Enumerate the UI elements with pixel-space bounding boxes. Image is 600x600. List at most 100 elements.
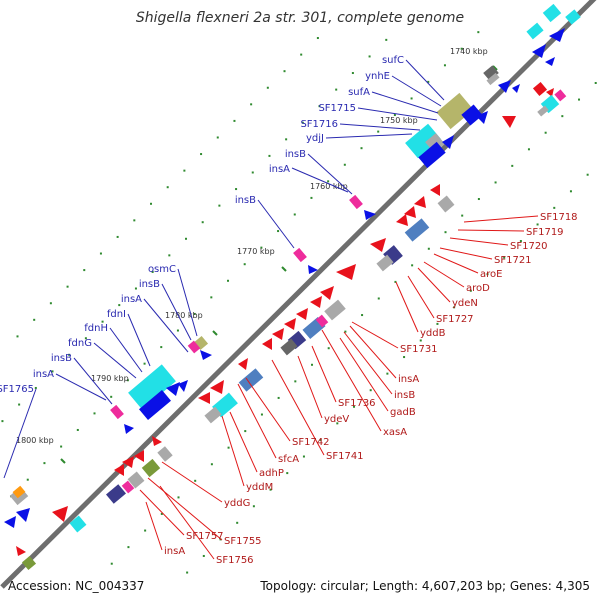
gene-feature (542, 3, 562, 23)
tick-dot (268, 154, 271, 157)
tick-dot (486, 273, 489, 276)
tick-dot (101, 320, 104, 323)
tick-dot (319, 438, 322, 441)
tick-dot (318, 105, 321, 108)
connector-line (221, 415, 245, 487)
tick-dot (377, 297, 380, 300)
accession-label: Accession: NC_004337 (8, 579, 145, 593)
kbp-tick-mark (492, 65, 498, 71)
tick-dot (385, 38, 388, 41)
kbp-tick-mark (281, 266, 287, 272)
tick-dot (527, 148, 530, 151)
gene-label: SF1736 (338, 398, 376, 409)
gene-label: ydeV (324, 414, 349, 425)
tick-dot (34, 386, 37, 389)
tick-dot (536, 223, 539, 226)
tick-dot (293, 213, 296, 216)
gene-feature (12, 485, 26, 499)
connector-line (325, 133, 413, 139)
tick-dot (243, 263, 246, 266)
tick-dot (553, 206, 556, 209)
gene-label: xasA (383, 427, 407, 438)
gene-label: SF1741 (326, 451, 364, 462)
tick-label: 1780 kbp (165, 311, 203, 320)
gene-feature (293, 247, 307, 263)
gene-feature (121, 480, 135, 494)
gene-feature (315, 314, 329, 328)
gene-label: aroD (466, 283, 490, 294)
position-dots (1, 31, 597, 574)
gene-feature (16, 508, 30, 522)
tick-dot (294, 380, 297, 383)
tick-dot (327, 347, 330, 350)
tick-dot (377, 130, 380, 133)
tick-dot (260, 413, 263, 416)
gene-label: insA (269, 164, 290, 175)
tick-dot (244, 430, 247, 433)
tick-dot (110, 562, 113, 565)
gene-feature (238, 358, 248, 370)
tick-dot (351, 72, 354, 75)
gene-feature (21, 555, 37, 571)
connector-line (73, 357, 113, 405)
tick-dot (210, 296, 213, 299)
tick-dot (260, 246, 263, 249)
gene-feature (128, 364, 176, 410)
connector-line (229, 411, 258, 473)
gene-feature (512, 84, 520, 93)
tick-dot (60, 445, 63, 448)
connector-line (391, 75, 442, 107)
tick-dot (503, 256, 506, 259)
tick-dot (160, 512, 163, 515)
gene-label: SF1719 (526, 227, 564, 238)
gene-feature (200, 350, 212, 360)
gene-feature (436, 92, 474, 130)
tick-dot (202, 554, 205, 557)
connector-line (371, 91, 439, 114)
tick-dot (251, 171, 254, 174)
gene-feature (549, 28, 565, 42)
tick-dot (194, 479, 197, 482)
connector-line (339, 337, 389, 412)
connector-line (245, 377, 291, 442)
tick-dot (301, 121, 304, 124)
tick-dot (277, 396, 280, 399)
tick-dot (1, 420, 4, 423)
tick-dot (201, 221, 204, 224)
gene-feature (336, 264, 356, 280)
tick-dot (443, 64, 446, 67)
connector-line (109, 327, 143, 373)
gene-feature (546, 88, 554, 97)
gene-feature (198, 392, 210, 404)
genome-summary: Topology: circular; Length: 4,607,203 bp… (260, 579, 590, 593)
connector-line (311, 345, 337, 403)
gene-feature (565, 9, 581, 25)
gene-label: SF1718 (540, 212, 578, 223)
gene-label: SF1755 (224, 536, 262, 547)
gene-feature (526, 22, 544, 40)
gene-label: insB (285, 149, 306, 160)
gene-label: yddM (246, 482, 273, 493)
gene-label: insA (33, 369, 54, 380)
tick-dot (494, 181, 497, 184)
gene-label: SF1727 (436, 314, 474, 325)
tick-dot (411, 264, 414, 267)
tick-dot (68, 353, 71, 356)
gene-feature (414, 196, 426, 208)
connector-line (321, 329, 382, 432)
connector-line (297, 355, 323, 419)
connector-line (417, 267, 451, 303)
tick-dot (133, 219, 136, 222)
tick-dot (336, 422, 339, 425)
gene-feature (114, 464, 124, 476)
gene-feature (4, 516, 16, 528)
gene-feature (284, 318, 296, 330)
tick-dot (83, 269, 86, 272)
gene-feature (134, 450, 144, 462)
tick-dot (360, 147, 363, 150)
tick-dot (335, 88, 338, 91)
tick-dot (461, 214, 464, 217)
tick-dot (311, 363, 314, 366)
gene-feature (69, 515, 87, 533)
